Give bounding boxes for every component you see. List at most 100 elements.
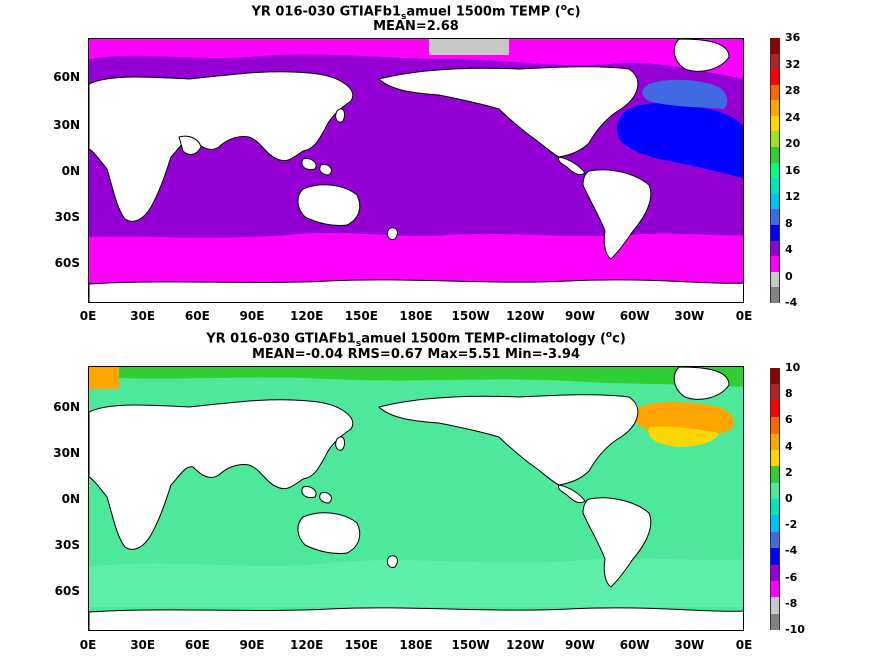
- top-lat-label-30s: 30S: [54, 210, 80, 224]
- top-colorbar-label: 4: [785, 243, 793, 256]
- bottom-colorbar-label: 10: [785, 361, 801, 374]
- top-colorbar-segment: [770, 147, 780, 163]
- top-colorbar-label: 0: [785, 269, 793, 283]
- arctic-grey-patch: [429, 39, 509, 55]
- top-lon-label: 60W: [619, 309, 650, 323]
- top-map-title: YR 016-030 GTIAFb1samuel 1500m TEMP (oc): [251, 3, 581, 22]
- bottom-colorbar-label: -6: [785, 570, 798, 584]
- bottom-colorbar-label: 4: [785, 439, 793, 453]
- top-map-mean: MEAN=2.68: [373, 19, 459, 34]
- bottom-lat-label-30n: 30N: [53, 446, 80, 460]
- top-colorbar-label: 32: [785, 57, 801, 71]
- top-lon-label: 30E: [130, 309, 156, 323]
- bottom-lon-label: 60E: [184, 638, 210, 652]
- top-lon-label: 120W: [506, 309, 545, 323]
- top-map-svg: [89, 39, 743, 302]
- top-colorbar-label: 24: [785, 110, 801, 124]
- bottom-lon-label: 120E: [290, 638, 324, 652]
- bottom-colorbar-segment: [770, 368, 780, 385]
- top-lon-label: 90E: [239, 309, 265, 323]
- bottom-lon-label: 180E: [399, 638, 433, 652]
- north-atlantic-anomaly-edge: [648, 426, 719, 447]
- top-colorbar-segment: [770, 224, 780, 241]
- top-colorbar-segment: [770, 100, 780, 116]
- top-colorbar-label: 28: [785, 84, 801, 97]
- bottom-colorbar-segment: [770, 597, 780, 614]
- bottom-colorbar-label: 2: [785, 465, 793, 479]
- top-colorbar-segment: [770, 178, 780, 194]
- top-lat-label-30n: 30N: [53, 118, 80, 132]
- bottom-lon-label: 0E: [735, 638, 753, 652]
- bottom-colorbar-segment: [770, 548, 780, 565]
- top-colorbar-label: 20: [785, 137, 801, 150]
- bottom-map-svg: [89, 367, 743, 630]
- top-colorbar-segment: [770, 271, 780, 288]
- top-lon-label: 30W: [674, 309, 705, 323]
- top-lon-label: 0E: [79, 309, 97, 323]
- bottom-colorbar: [770, 368, 780, 630]
- arctic-corner-anomaly: [89, 367, 119, 389]
- top-colorbar-segment: [770, 287, 780, 303]
- land-masses-bottom: [89, 367, 743, 630]
- top-lon-label: 180E: [399, 309, 433, 323]
- arctic-anomaly-field: [89, 367, 743, 387]
- top-colorbar-segment: [770, 193, 780, 210]
- bottom-colorbar-segment: [770, 417, 780, 434]
- bottom-colorbar-label: -4: [785, 544, 798, 558]
- top-colorbar-segment: [770, 131, 780, 148]
- bottom-lon-label: 0E: [79, 638, 97, 652]
- bottom-colorbar-label: -8: [785, 596, 798, 610]
- bottom-colorbar-segment: [770, 384, 780, 401]
- top-colorbar-segment: [770, 240, 780, 257]
- top-lon-label: 150W: [451, 309, 490, 323]
- bottom-lat-label-30s: 30S: [54, 538, 80, 552]
- top-lon-label: 120E: [290, 309, 324, 323]
- top-colorbar-segment: [770, 162, 780, 179]
- north-atlantic-field: [617, 103, 743, 179]
- bottom-colorbar-segment: [770, 449, 780, 467]
- bottom-colorbar-segment: [770, 580, 780, 598]
- bottom-colorbar-segment: [770, 531, 780, 549]
- bottom-colorbar-label: 8: [785, 387, 793, 401]
- top-map-panel: [88, 38, 744, 303]
- bottom-lon-label: 150E: [344, 638, 378, 652]
- bottom-lat-label-60n: 60N: [53, 400, 80, 414]
- top-colorbar-segment: [770, 69, 780, 85]
- bottom-lon-label: 60W: [619, 638, 650, 652]
- top-colorbar-label: -4: [785, 296, 798, 309]
- top-colorbar-label: 12: [785, 190, 801, 203]
- bottom-colorbar-segment: [770, 400, 780, 418]
- bottom-lon-label: 120W: [506, 638, 545, 652]
- bottom-lat-label-0n: 0N: [61, 492, 80, 506]
- top-colorbar-label: 16: [785, 163, 801, 177]
- top-colorbar-segment: [770, 115, 780, 132]
- southern-anomaly-band: [89, 558, 743, 607]
- labrador-field: [642, 79, 728, 109]
- bottom-colorbar-segment: [770, 433, 780, 450]
- top-lon-label: 150E: [344, 309, 378, 323]
- bottom-colorbar-segment: [770, 499, 780, 516]
- bottom-colorbar-label: 0: [785, 492, 793, 505]
- top-colorbar-segment: [770, 209, 780, 225]
- top-lat-label-60s: 60S: [54, 256, 80, 270]
- top-colorbar-segment: [770, 53, 780, 70]
- bottom-colorbar-segment: [770, 613, 780, 630]
- bottom-colorbar-label: -10: [785, 623, 805, 636]
- top-colorbar-segment: [770, 256, 780, 272]
- bottom-colorbar-segment: [770, 515, 780, 532]
- top-colorbar: [770, 38, 780, 303]
- bottom-map-title: YR 016-030 GTIAFb1samuel 1500m TEMP-clim…: [206, 330, 626, 349]
- top-colorbar-label: 36: [785, 31, 801, 44]
- bottom-colorbar-segment: [770, 482, 780, 499]
- bottom-lon-label: 90E: [239, 638, 265, 652]
- top-lon-label: 60E: [184, 309, 210, 323]
- bottom-lon-label: 30W: [674, 638, 705, 652]
- top-colorbar-segment: [770, 38, 780, 54]
- arctic-field: [89, 39, 743, 79]
- land-masses: [89, 39, 743, 302]
- bottom-lon-label: 90W: [565, 638, 595, 652]
- top-lat-label-0n: 0N: [61, 164, 80, 178]
- bottom-lat-label-60s: 60S: [54, 584, 80, 598]
- top-lat-label-60n: 60N: [53, 70, 80, 84]
- bottom-lon-label: 30E: [130, 638, 156, 652]
